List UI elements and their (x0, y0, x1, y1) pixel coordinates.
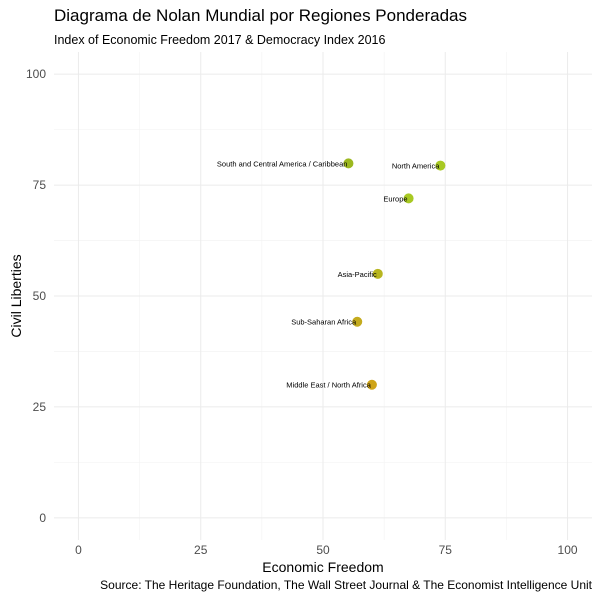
data-points (343, 158, 446, 390)
data-point (343, 158, 354, 169)
data-point (403, 193, 414, 204)
data-point (352, 316, 363, 327)
chart-subtitle: Index of Economic Freedom 2017 & Democra… (54, 33, 386, 47)
x-tick-label: 0 (75, 543, 82, 557)
y-axis-title: Civil Liberties (8, 254, 24, 337)
data-point-label: North America (392, 162, 440, 171)
x-axis-title: Economic Freedom (262, 559, 383, 575)
tick-labels: 0 25 50 75 100 0 25 50 75 100 (26, 67, 578, 557)
chart-title: Diagrama de Nolan Mundial por Regiones P… (54, 6, 467, 25)
data-point-label: Sub-Saharan Africa (291, 318, 357, 327)
point-labels: South and Central America / Caribbean Nor… (217, 159, 440, 389)
data-point (435, 160, 446, 171)
x-tick-label: 25 (194, 543, 208, 557)
y-tick-label: 50 (33, 289, 47, 303)
data-point-label: Middle East / North Africa (286, 381, 371, 390)
data-point-label: Asia-Pacific (338, 270, 377, 279)
y-tick-label: 25 (33, 400, 47, 414)
data-point (366, 379, 377, 390)
data-point (372, 268, 383, 279)
data-point-label: South and Central America / Caribbean (217, 159, 348, 168)
x-tick-label: 50 (316, 543, 330, 557)
y-tick-label: 0 (39, 511, 46, 525)
grid-lines (54, 52, 592, 540)
x-tick-label: 75 (439, 543, 453, 557)
data-point-label: Europe (383, 194, 407, 203)
x-tick-label: 100 (558, 543, 578, 557)
y-tick-label: 75 (33, 178, 47, 192)
chart-caption: Source: The Heritage Foundation, The Wal… (100, 578, 592, 592)
y-tick-label: 100 (26, 67, 46, 81)
